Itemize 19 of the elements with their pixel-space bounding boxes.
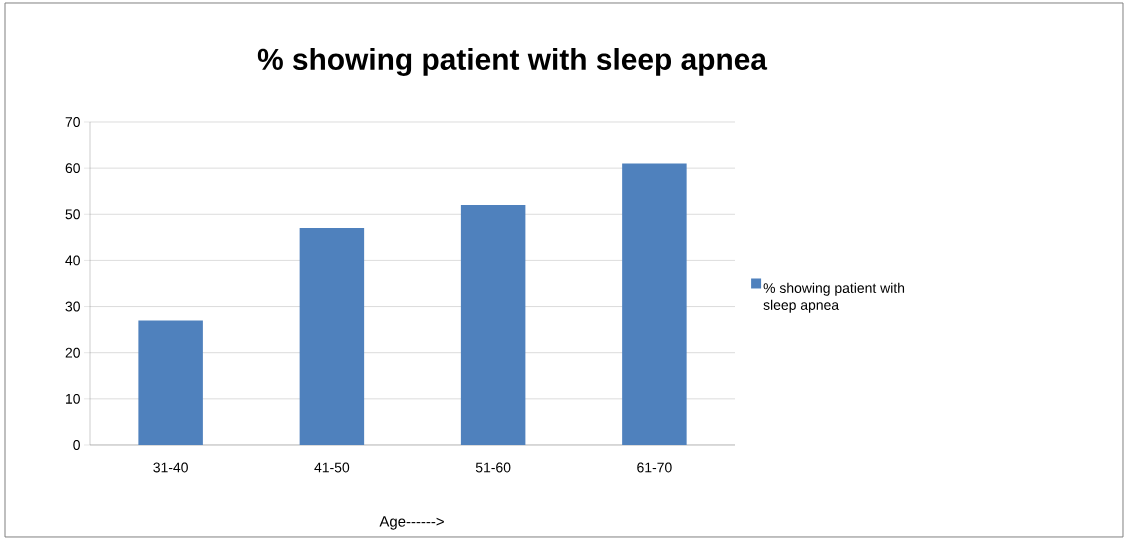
y-tick-label: 0	[73, 440, 80, 450]
chart-title: % showing patient with sleep apnea	[257, 47, 768, 76]
y-tick-label: 70	[65, 117, 80, 127]
legend-label: % showing patient with sleep apnea	[763, 282, 905, 313]
bar	[138, 320, 203, 445]
x-tick-label: 41-50	[314, 462, 350, 473]
x-tick-label: 61-70	[637, 462, 672, 473]
y-tick-label: 10	[66, 393, 80, 404]
y-tick-label: 40	[65, 255, 80, 266]
bar	[622, 163, 687, 445]
y-tick-label: 20	[65, 347, 80, 358]
bar	[299, 228, 365, 445]
x-tick-label: 51-60	[475, 462, 511, 473]
bar	[460, 205, 526, 445]
y-tick-label: 50	[65, 209, 80, 220]
x-axis-title: Age------>	[379, 516, 444, 530]
x-tick-label: 31-40	[153, 462, 188, 473]
y-tick-label: 30	[65, 301, 80, 312]
y-tick-label: 60	[65, 163, 80, 174]
